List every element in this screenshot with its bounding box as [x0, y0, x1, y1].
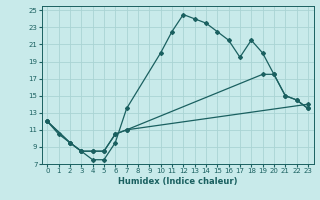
X-axis label: Humidex (Indice chaleur): Humidex (Indice chaleur): [118, 177, 237, 186]
